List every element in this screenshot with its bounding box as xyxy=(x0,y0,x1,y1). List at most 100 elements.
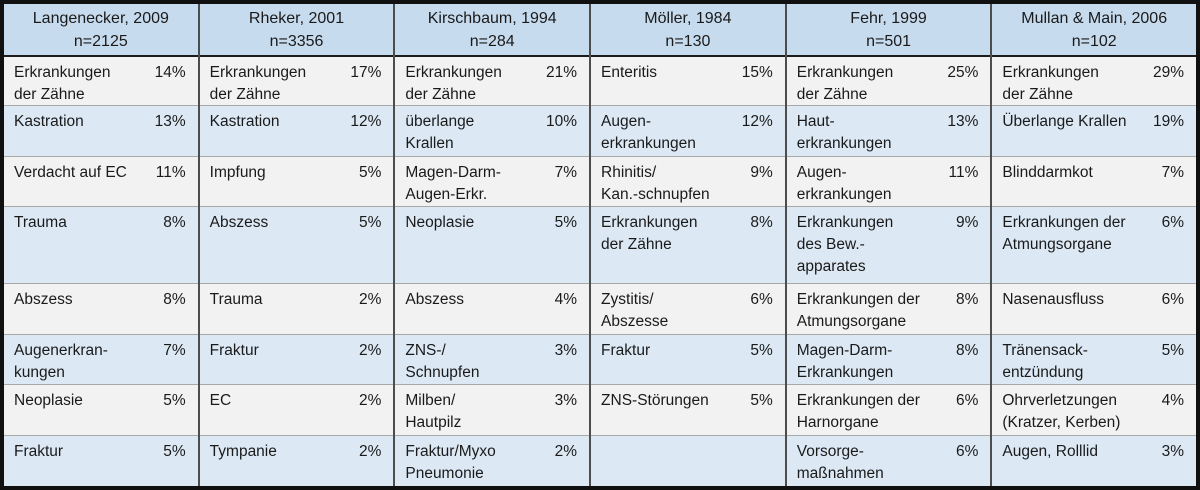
disease-cell: ZNS-/ Schnupfen 3% xyxy=(395,335,590,385)
disease-name: überlange Krallen xyxy=(405,113,475,152)
disease-percentage: 5% xyxy=(163,392,186,409)
disease-percentage: 8% xyxy=(163,291,186,308)
disease-cell: Zystitis/ Abszesse 6% xyxy=(591,284,785,335)
disease-percentage: 6% xyxy=(750,291,773,308)
disease-name: Erkrankungen der Zähne xyxy=(209,64,307,103)
disease-percentage: 8% xyxy=(750,214,773,231)
disease-percentage: 5% xyxy=(554,214,578,231)
disease-percentage: 2% xyxy=(358,443,382,460)
study-column: Fehr, 1999 n=501 Erkrankungen der Zähne 25%… xyxy=(786,4,993,486)
disease-name: ZNS-/ Schnupfen xyxy=(405,342,480,381)
disease-cell: ZNS-Störungen 5% xyxy=(591,385,785,436)
disease-percentage: 3% xyxy=(554,392,578,409)
disease-cell: Blinddarmkot 7% xyxy=(992,157,1196,207)
disease-cell: überlange Krallen 10% xyxy=(395,106,590,157)
disease-cell: Erkrankungen der Atmungsorgane 8% xyxy=(786,284,991,335)
disease-percentage: 5% xyxy=(1161,342,1184,359)
disease-percentage: 3% xyxy=(554,342,578,359)
disease-name: Erkrankungen der Harnorgane xyxy=(796,392,920,431)
disease-cell: Verdacht auf EC 11% xyxy=(4,157,198,207)
disease-name: Abszess xyxy=(209,214,269,231)
disease-percentage: 9% xyxy=(750,164,773,181)
disease-cell: Erkrankungen der Zähne 21% xyxy=(395,57,590,106)
disease-percentage: 5% xyxy=(358,214,382,231)
disease-name: Neoplasie xyxy=(405,214,475,231)
disease-cell: Augen, Rolllid 3% xyxy=(992,436,1196,486)
disease-cell: Trauma 2% xyxy=(199,284,394,335)
disease-name: Augenerkran- kungen xyxy=(14,342,108,381)
disease-cell: Kastration 12% xyxy=(199,106,394,157)
disease-percentage: 13% xyxy=(947,113,979,130)
disease-name: Erkrankungen des Bew.- apparates xyxy=(796,214,894,275)
disease-percentage: 2% xyxy=(358,291,382,308)
disease-percentage: 7% xyxy=(554,164,578,181)
disease-percentage: 2% xyxy=(358,342,382,359)
disease-percentage: 3% xyxy=(1161,443,1184,460)
study-column: Rheker, 2001 n=3356 Erkrankungen der Zähne… xyxy=(199,4,396,486)
disease-name: Zystitis/ Abszesse xyxy=(601,291,669,330)
disease-cell: Erkrankungen des Bew.- apparates 9% xyxy=(786,207,991,284)
disease-cell: Fraktur 5% xyxy=(4,436,198,486)
study-column: Möller, 1984 n=130 Enteritis 15% Augen- erkr… xyxy=(591,4,787,486)
disease-name: Trauma xyxy=(14,214,67,231)
disease-name: Augen- erkrankungen xyxy=(601,113,696,152)
disease-cell: Magen-Darm- Erkrankungen 8% xyxy=(786,335,991,385)
disease-name: Kastration xyxy=(209,113,280,130)
column-header: Langenecker, 2009 n=2125 xyxy=(4,4,198,57)
disease-name: Überlange Krallen xyxy=(1002,113,1127,130)
disease-cell: Milben/ Hautpilz 3% xyxy=(395,385,590,436)
disease-cell: Erkrankungen der Atmungsorgane 6% xyxy=(992,207,1196,284)
column-header: Möller, 1984 n=130 xyxy=(591,4,785,57)
disease-cell: Augen- erkrankungen 11% xyxy=(786,157,991,207)
disease-name: Verdacht auf EC xyxy=(14,164,127,181)
disease-name: Trauma xyxy=(209,291,263,308)
disease-percentage: 11% xyxy=(948,164,979,181)
disease-cell: Fraktur 2% xyxy=(199,335,394,385)
column-header: Rheker, 2001 n=3356 xyxy=(199,4,394,57)
disease-percentage: 17% xyxy=(350,64,382,81)
disease-percentage: 12% xyxy=(350,113,382,130)
disease-percentage: 7% xyxy=(163,342,186,359)
disease-name: Erkrankungen der Atmungsorgane xyxy=(1002,214,1126,253)
study-column: Kirschbaum, 1994 n=284 Erkrankungen der Zä… xyxy=(395,4,592,486)
disease-cell: Kastration 13% xyxy=(4,106,198,157)
column-header: Kirschbaum, 1994 n=284 xyxy=(395,4,590,57)
disease-percentage: 5% xyxy=(750,342,773,359)
disease-cell: Erkrankungen der Zähne 8% xyxy=(591,207,785,284)
disease-cell: Haut- erkrankungen 13% xyxy=(786,106,991,157)
disease-name: Milben/ Hautpilz xyxy=(405,392,462,431)
disease-cell: Erkrankungen der Harnorgane 6% xyxy=(786,385,991,436)
disease-percentage: 12% xyxy=(741,113,773,130)
disease-cell: Neoplasie 5% xyxy=(395,207,590,284)
disease-percentage: 8% xyxy=(955,342,979,359)
disease-cell: Impfung 5% xyxy=(199,157,394,207)
disease-percentage: 4% xyxy=(1161,392,1184,409)
disease-name: Erkrankungen der Zähne xyxy=(405,64,502,103)
disease-cell: Nasenausfluss 6% xyxy=(992,284,1196,335)
disease-cell: Abszess 8% xyxy=(4,284,198,335)
disease-cell: Fraktur 5% xyxy=(591,335,785,385)
disease-cell: Überlange Krallen 19% xyxy=(992,106,1196,157)
disease-cell: Augenerkran- kungen 7% xyxy=(4,335,198,385)
disease-cell: Erkrankungen der Zähne 25% xyxy=(786,57,991,106)
disease-name: Blinddarmkot xyxy=(1002,164,1093,181)
disease-cell: Tympanie 2% xyxy=(199,436,394,486)
disease-percentage: 25% xyxy=(947,64,979,81)
sample-size: n=501 xyxy=(866,32,912,50)
disease-name: Impfung xyxy=(209,164,266,181)
disease-cell: Tränensack- entzündung 5% xyxy=(992,335,1196,385)
sample-size: n=102 xyxy=(1071,32,1117,50)
disease-name: Fraktur/Myxo Pneumonie xyxy=(405,443,496,482)
disease-name: Erkrankungen der Zähne xyxy=(1002,64,1099,103)
disease-cell: Abszess 4% xyxy=(395,284,590,335)
disease-name: Haut- erkrankungen xyxy=(796,113,892,152)
study-citation: Fehr, 1999 xyxy=(850,9,927,27)
disease-percentage: 8% xyxy=(955,291,979,308)
disease-name: Erkrankungen der Zähne xyxy=(601,214,698,253)
disease-percentage: 4% xyxy=(554,291,578,308)
disease-name: EC xyxy=(209,392,232,409)
disease-percentage: 13% xyxy=(154,113,186,130)
sample-size: n=284 xyxy=(469,32,515,50)
disease-cell: Enteritis 15% xyxy=(591,57,785,106)
study-citation: Mullan & Main, 2006 xyxy=(1021,9,1168,27)
